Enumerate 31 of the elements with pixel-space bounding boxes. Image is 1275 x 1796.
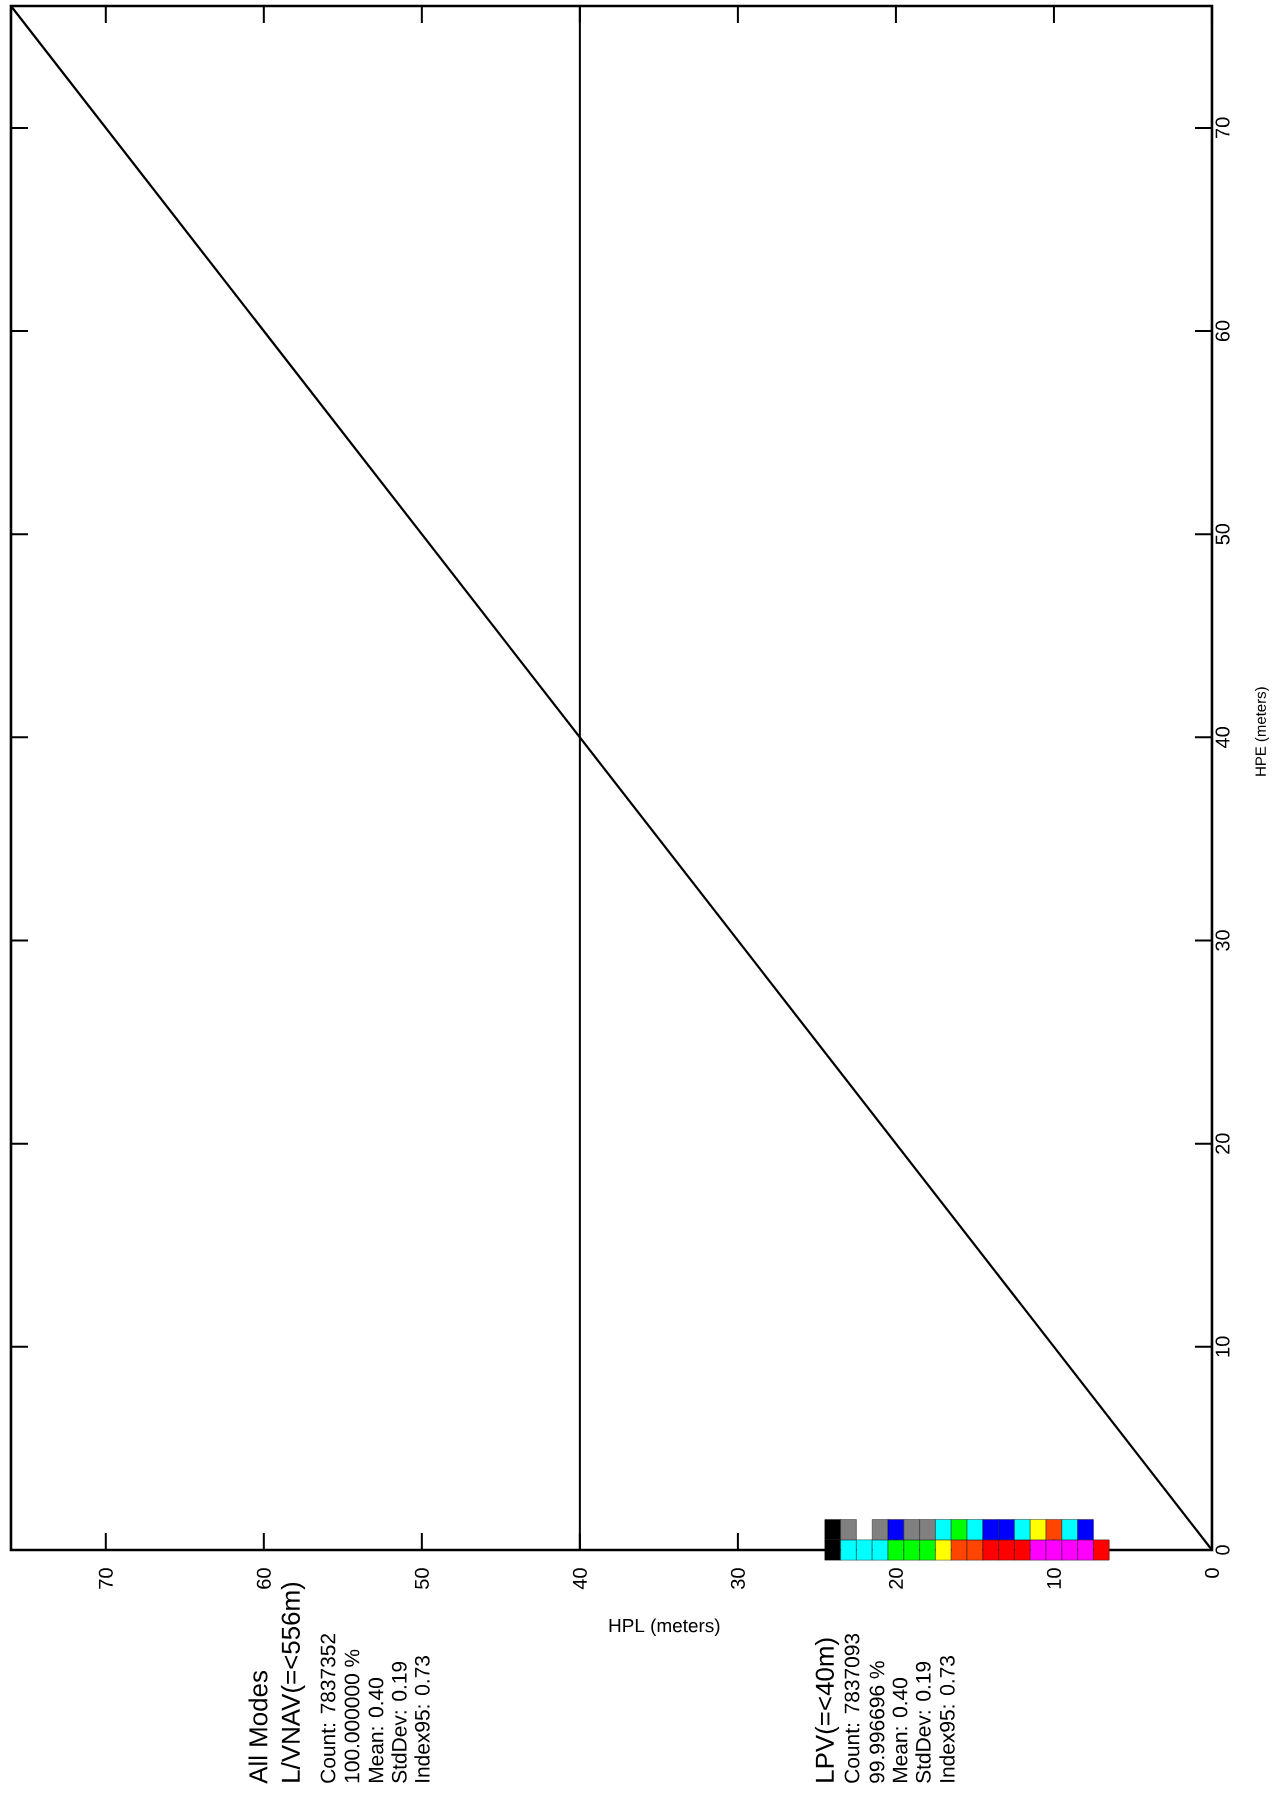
x-tick-label: 30 [730,1568,745,1589]
text: 100.000000 % [344,1649,360,1783]
text: StdDev: 0.19 [391,1661,407,1783]
text: L/VNAV(=<556m) [280,1582,306,1782]
text: LPV(=<40m) [814,1638,840,1782]
text: 99.996696 % [869,1661,885,1783]
x-tick-label: 10 [1046,1568,1061,1589]
text: StdDev: 0.19 [915,1661,931,1783]
y-tick-label: 50 [1215,523,1230,545]
x-tick-label: 0 [1204,1568,1220,1578]
x-axis-title: HPL (meters) [609,1618,720,1637]
text: Mean: 0.40 [892,1678,908,1783]
y-tick-label: 30 [1215,930,1230,951]
y-tick-label: 60 [1215,320,1230,342]
x-tick-label: 50 [414,1568,429,1589]
y-tick-label: 10 [1215,1336,1230,1357]
x-tick-label: 20 [888,1568,903,1589]
y-tick-label: 20 [1215,1133,1230,1154]
text: Count: 7837352 [320,1634,336,1783]
y-tick-label: 70 [1215,117,1230,138]
text: All Modes [248,1671,268,1784]
text: Index95: 0.73 [939,1656,955,1782]
text: Index95: 0.73 [414,1656,430,1782]
y-tick-label: 40 [1215,727,1230,748]
x-tick-label: 70 [98,1568,113,1589]
text: Mean: 0.40 [368,1678,384,1783]
x-tick-label: 60 [256,1568,271,1589]
text: Count: 7837093 [844,1633,860,1783]
y-tick-label: 0 [1215,1545,1230,1555]
y-axis-title: HPE (meters) [1254,687,1269,776]
x-tick-label: 40 [572,1568,587,1590]
